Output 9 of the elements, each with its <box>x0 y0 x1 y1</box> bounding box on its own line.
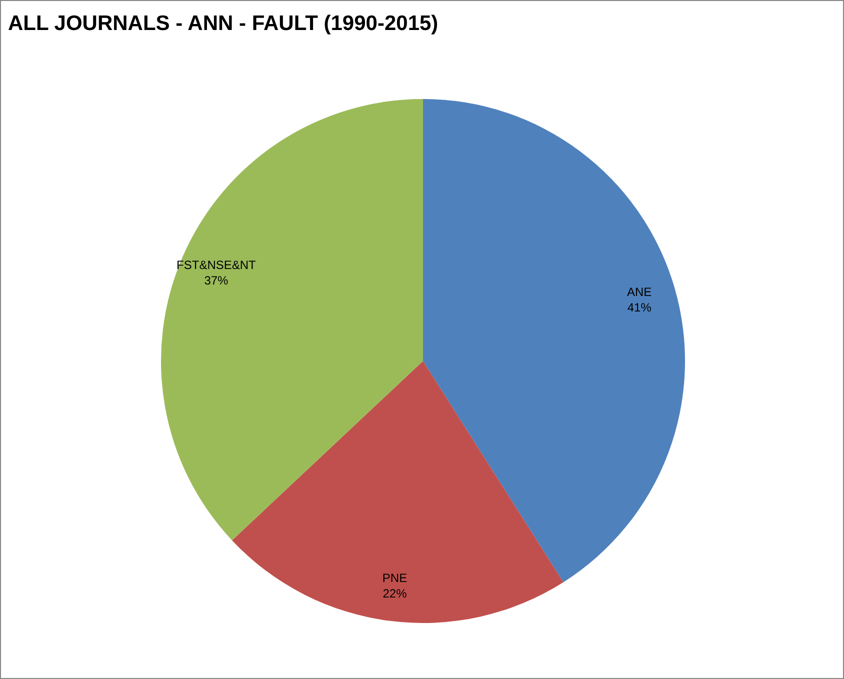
pie-slice <box>161 99 423 540</box>
slice-label: ANE <box>627 284 652 299</box>
chart-title: ALL JOURNALS - ANN - FAULT (1990-2015) <box>8 12 438 35</box>
slice-label: PNE <box>382 571 408 586</box>
data-label: 41% <box>627 300 652 314</box>
pie-slice <box>232 361 564 622</box>
data-label: 22% <box>382 586 408 601</box>
pie-slice <box>423 99 685 582</box>
data-label: 37% <box>204 274 229 288</box>
